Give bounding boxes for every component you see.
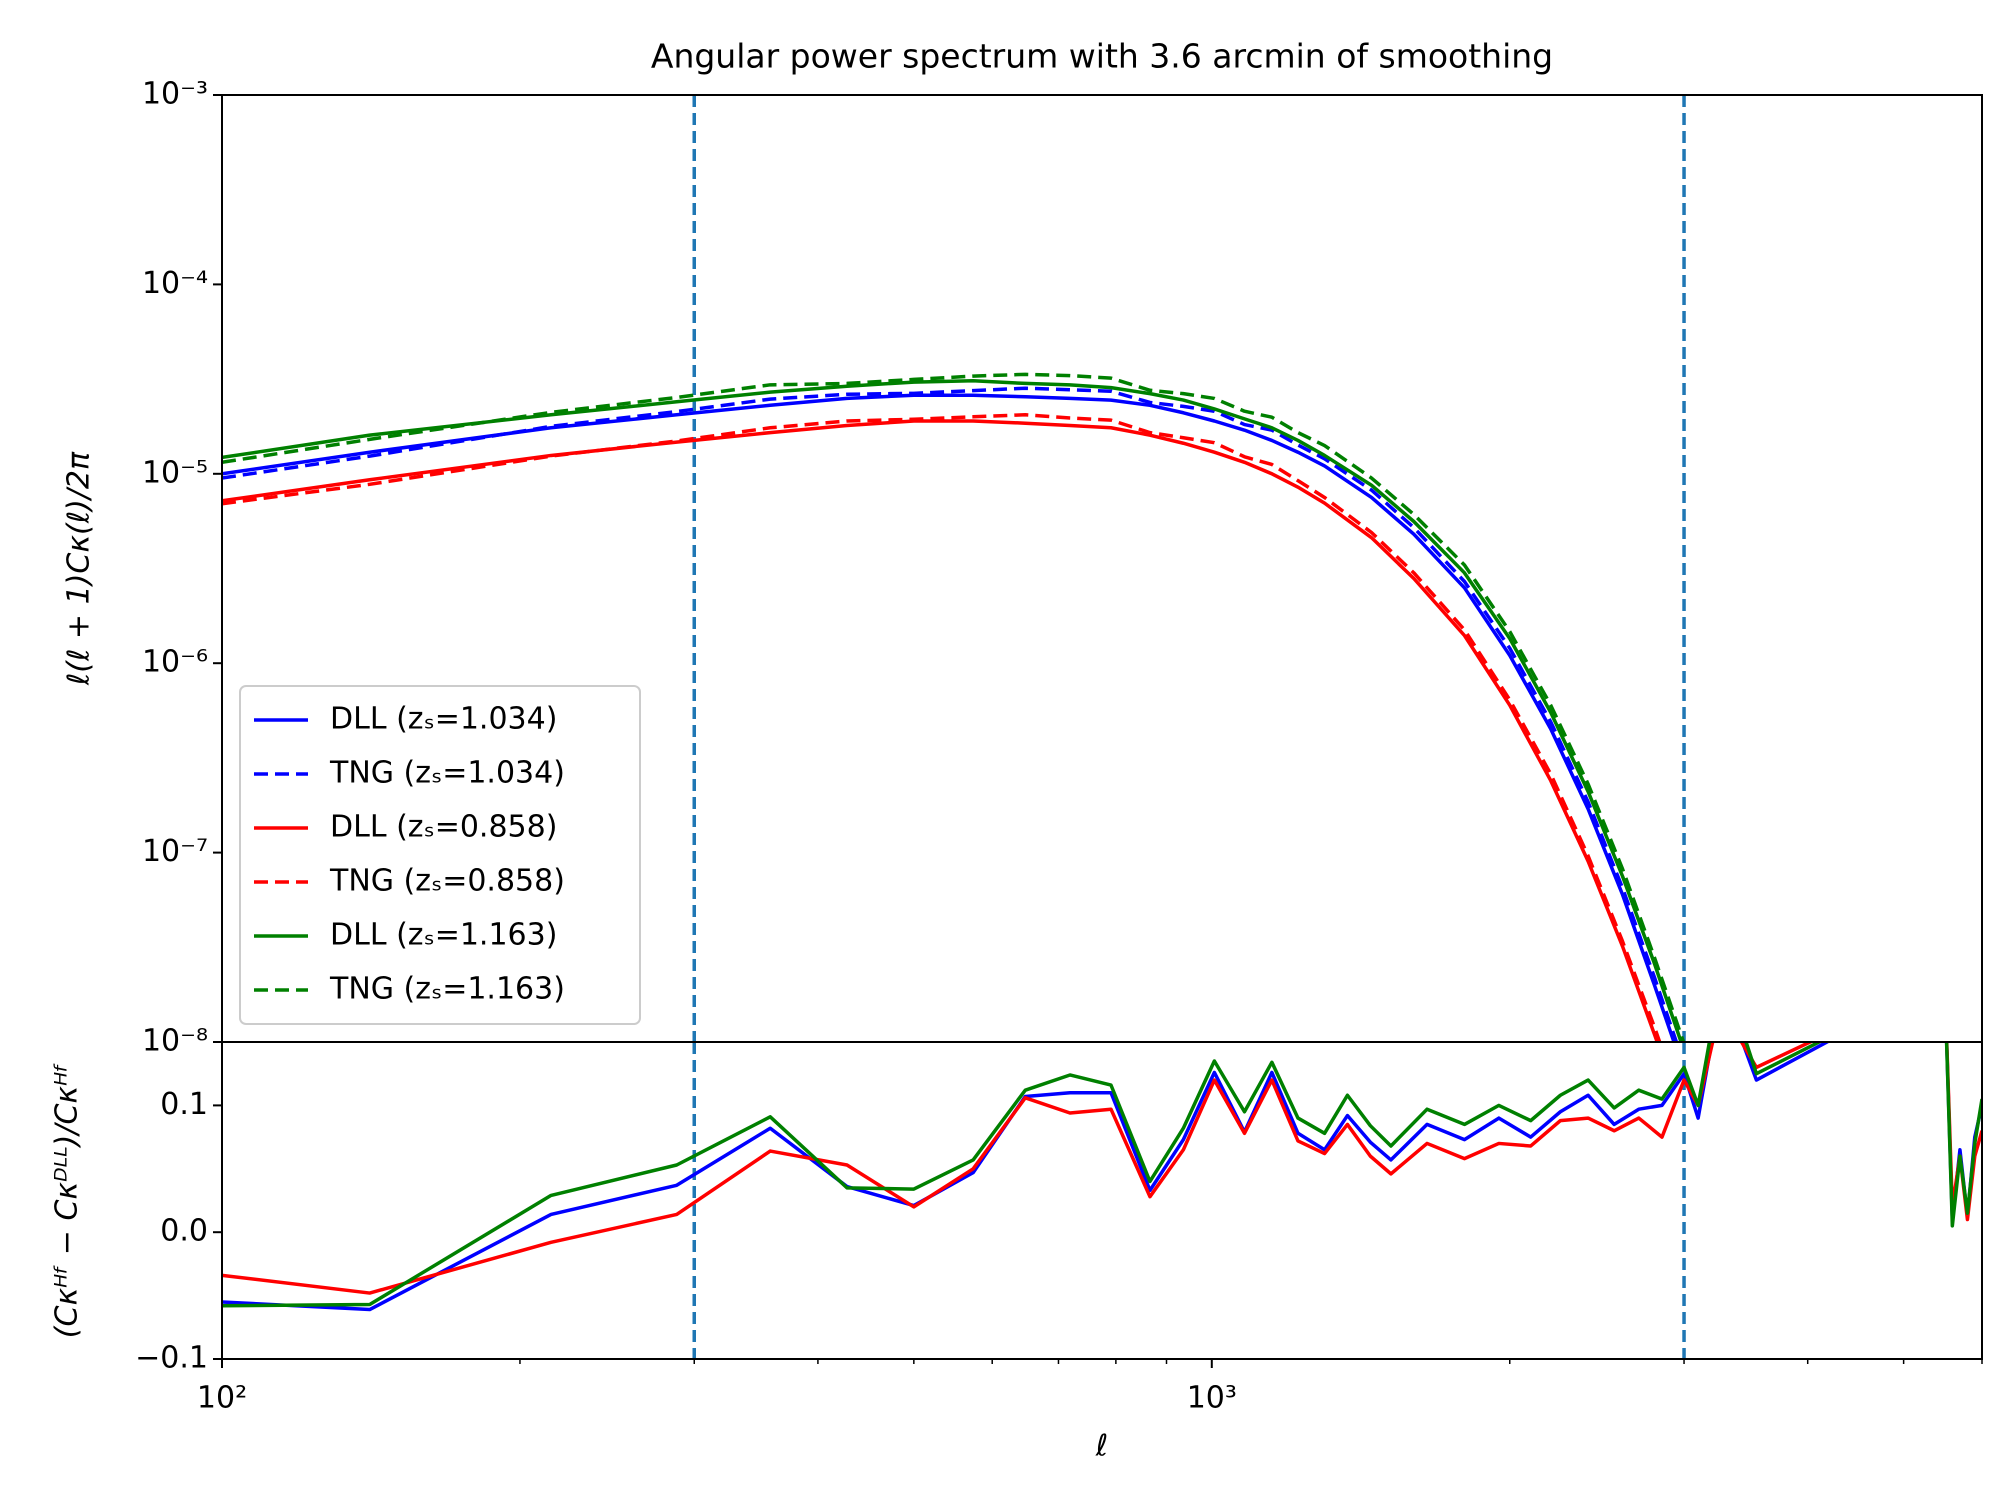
y-tick-label: −0.1 xyxy=(135,1341,208,1376)
y-tick-label: 10⁻⁸ xyxy=(142,1024,208,1059)
x-axis-label: ℓ xyxy=(1095,1429,1108,1464)
y-axis-label: ℓ(ℓ + 1)Cκ(ℓ)/2π xyxy=(62,451,97,686)
series-line xyxy=(222,1042,1982,1308)
series-line xyxy=(222,386,1679,1042)
y-tick-label: 10⁻⁴ xyxy=(142,266,208,301)
legend-box xyxy=(239,685,641,1025)
plot-area xyxy=(222,1042,1982,1359)
series-line xyxy=(222,372,1686,1042)
series-line xyxy=(222,378,1683,1042)
y-axis-label: (Cκᴴᶠ − Cκᴰᴸᴸ)/Cκᴴᶠ xyxy=(50,1063,85,1338)
chart-title: Angular power spectrum with 3.6 arcmin o… xyxy=(651,37,1553,76)
y-tick-label: 10⁻³ xyxy=(142,77,208,112)
series-line xyxy=(222,419,1660,1042)
y-tick-label: 10⁻⁵ xyxy=(142,455,208,490)
y-tick-label: 10⁻⁶ xyxy=(142,645,208,680)
x-tick-label: 10² xyxy=(197,1381,247,1416)
legend-label: TNG (zₛ=1.163) xyxy=(329,972,565,1007)
y-tick-label: 0.0 xyxy=(160,1214,208,1249)
y-tick-label: 0.1 xyxy=(160,1087,208,1122)
series-line xyxy=(222,1042,1982,1295)
series-line xyxy=(222,393,1676,1042)
axes-frame xyxy=(221,1041,1983,1360)
plot-area xyxy=(222,95,1686,1042)
legend-label: TNG (zₛ=0.858) xyxy=(329,864,565,899)
legend-label: DLL (zₛ=0.858) xyxy=(330,810,557,845)
legend-label: DLL (zₛ=1.034) xyxy=(330,702,557,737)
y-tick-label: 10⁻⁷ xyxy=(142,834,208,869)
x-tick-label: 10³ xyxy=(1187,1381,1237,1416)
legend-label: DLL (zₛ=1.163) xyxy=(330,918,557,953)
series-line xyxy=(222,413,1662,1042)
legend-label: TNG (zₛ=1.034) xyxy=(329,756,565,791)
